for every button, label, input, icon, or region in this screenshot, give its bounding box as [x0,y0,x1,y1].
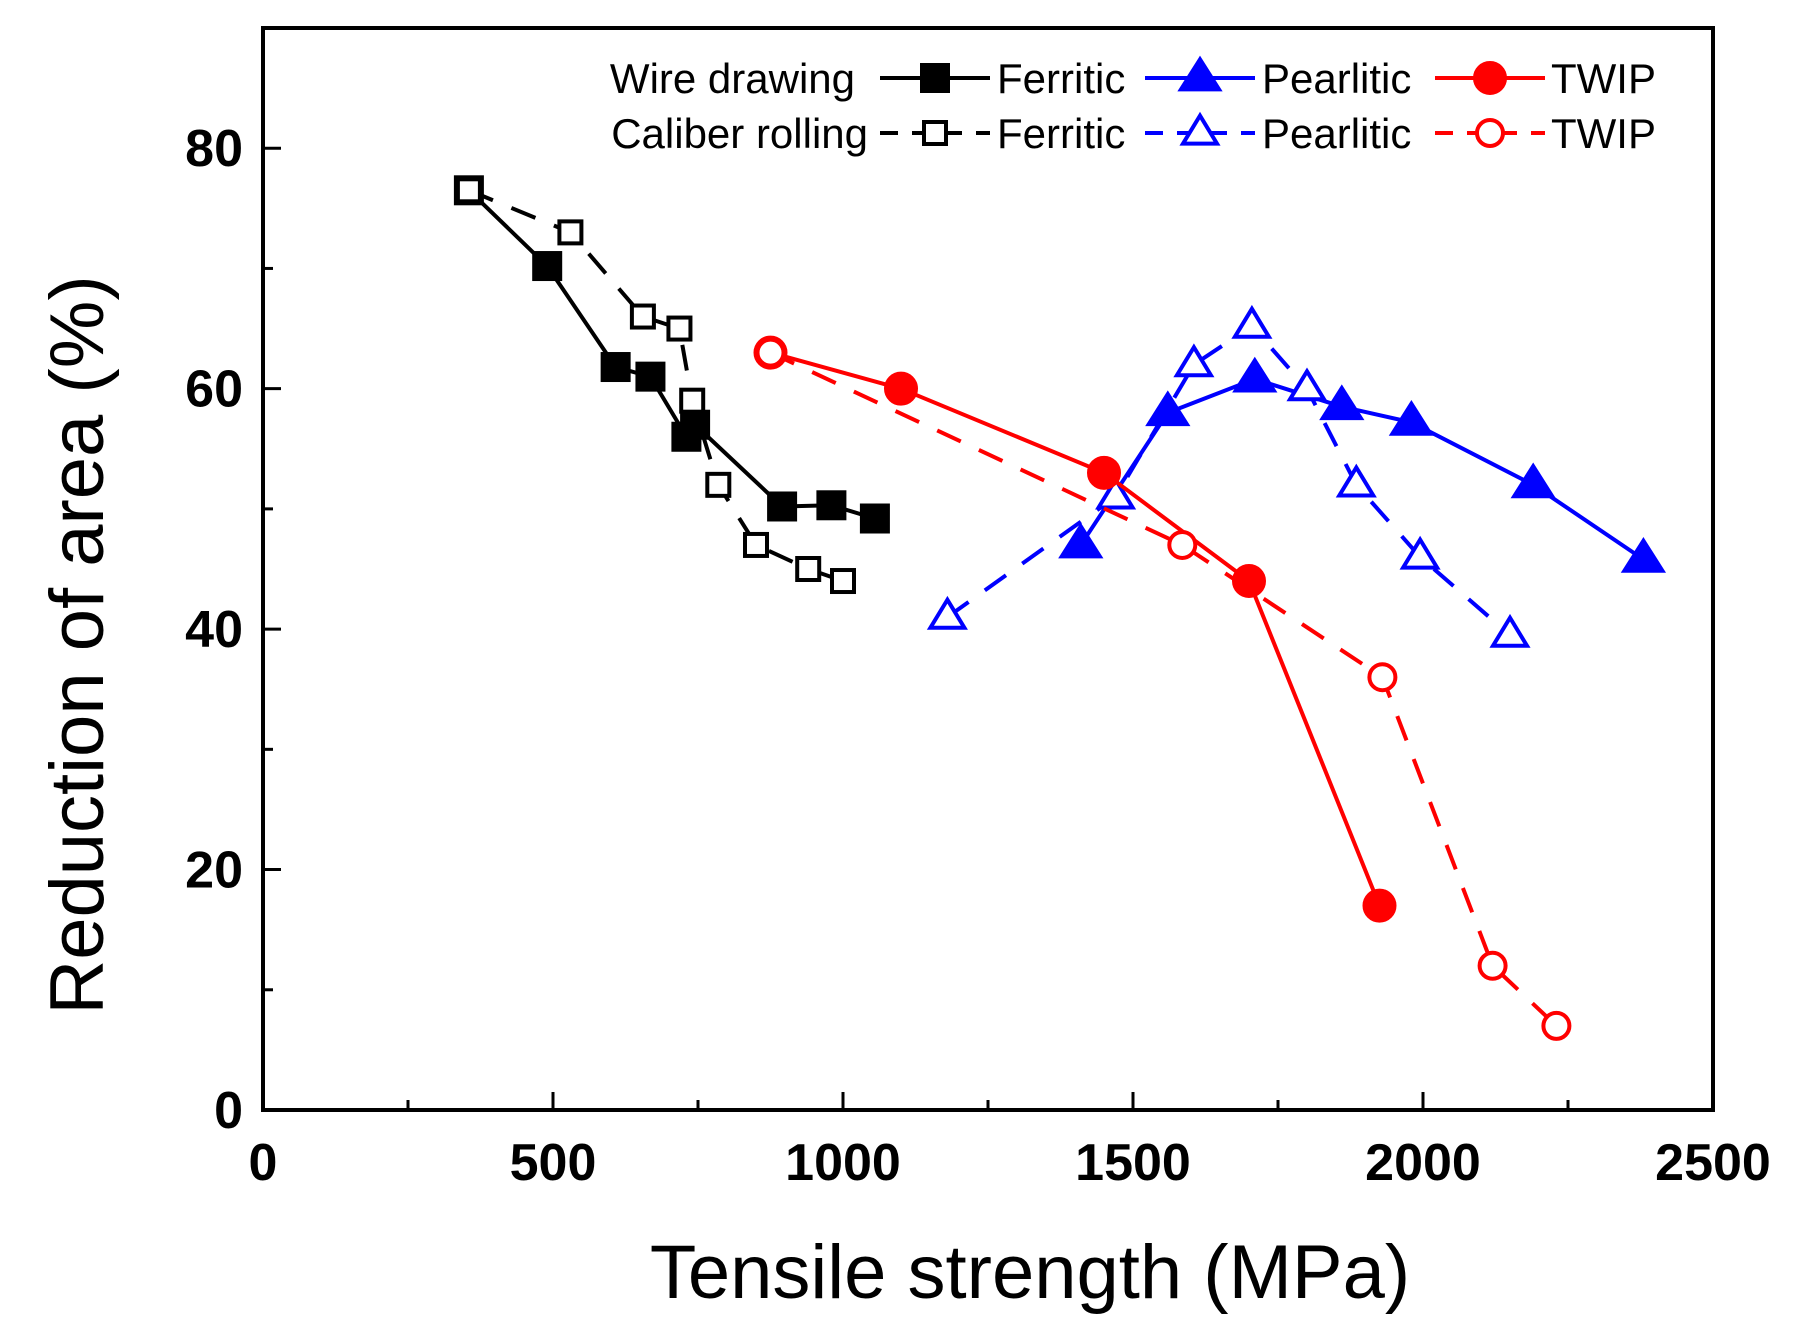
data-point [884,371,918,406]
data-point [1477,950,1508,981]
x-tick-label: 2500 [1655,1134,1771,1192]
data-point [1319,384,1365,421]
data-point [1489,613,1531,648]
y-axis-title: Reduction of area (%) [35,275,120,1014]
data-point [1620,537,1667,573]
data-point [1095,475,1137,510]
legend-group-label-caliber-rolling: Caliber rolling [611,110,868,157]
data-point [455,177,482,204]
legend-label: TWIP [1551,55,1656,102]
x-tick-label: 1000 [785,1134,901,1192]
data-point [680,409,711,440]
legend-marker [1473,61,1507,95]
series-line [946,324,1512,637]
data-point [755,337,786,368]
x-tick-label: 500 [510,1134,597,1192]
data-point [1367,662,1398,693]
legend-marker [920,63,950,93]
data-point [859,503,890,534]
data-point [1510,462,1556,499]
series-ferritic-caliber-rolling [455,177,856,595]
series-pearlitic-caliber-rolling [926,304,1531,648]
data-point [1388,399,1435,436]
data-point [1058,522,1104,559]
data-point [767,491,798,522]
data-point [1231,304,1273,339]
data-point [1232,356,1278,393]
y-tick-label: 80 [185,120,243,178]
x-tick-label: 0 [249,1134,278,1192]
series-line [769,350,1382,907]
data-point [1399,535,1441,570]
data-point [1167,529,1198,560]
legend-label: Pearlitic [1262,110,1411,157]
data-point [679,387,706,414]
data-point [1335,463,1377,498]
x-tick-label: 1500 [1075,1134,1191,1192]
series-layer [453,175,1667,1041]
legend-group-label-wire-drawing: Wire drawing [610,55,855,102]
series-line [769,350,1558,1028]
data-point [666,315,693,342]
x-tick-label: 2000 [1365,1134,1481,1192]
legend-label: Ferritic [997,55,1125,102]
x-axis-title: Tensile strength (MPa) [650,1230,1410,1315]
data-point [629,303,656,330]
data-point [1087,455,1121,490]
y-tick-label: 40 [185,601,243,659]
data-point [600,352,631,383]
y-tick-label: 20 [185,842,243,900]
legend-label: Pearlitic [1262,55,1411,102]
data-point [635,361,666,392]
legend-marker [1177,55,1223,92]
data-point [705,471,732,498]
series-ferritic-wire-drawing [453,175,890,534]
legend-marker [1475,118,1505,148]
y-tick-label: 60 [185,361,243,419]
legend-label: TWIP [1551,110,1656,157]
series-twip-caliber-rolling [755,337,1572,1041]
data-point [532,251,563,282]
y-tick-label: 0 [214,1082,243,1140]
legend-label: Ferritic [997,110,1125,157]
data-point [816,490,847,521]
data-point [926,595,968,630]
data-point [1173,343,1215,378]
axes: 0 500 1000 1500 2000 2500 0 20 40 60 80 [185,120,1771,1192]
series-line [467,188,876,521]
data-point [1286,367,1328,402]
data-point [1362,888,1397,923]
legend: Wire drawing Caliber rolling Ferritic Fer… [610,55,1656,157]
series-pearlitic-wire-drawing [1058,356,1667,573]
data-point [1145,390,1191,427]
data-point [1541,1010,1572,1041]
legend-marker [922,120,948,146]
legend-marker [1179,111,1221,146]
data-point [795,556,822,582]
data-point [557,219,584,246]
data-point [743,531,769,558]
series-twip-wire-drawing [753,335,1397,923]
data-point [830,568,856,595]
